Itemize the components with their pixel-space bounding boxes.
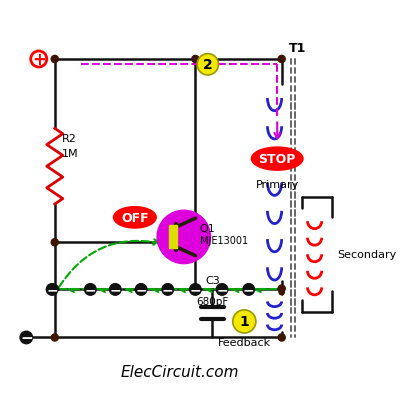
Circle shape bbox=[278, 285, 285, 292]
Circle shape bbox=[190, 284, 201, 295]
Text: −: − bbox=[135, 283, 147, 297]
Text: −: − bbox=[162, 283, 174, 297]
Circle shape bbox=[20, 331, 32, 344]
Text: OFF: OFF bbox=[121, 211, 149, 224]
FancyBboxPatch shape bbox=[169, 226, 177, 249]
Circle shape bbox=[243, 284, 254, 295]
Circle shape bbox=[278, 56, 285, 63]
Circle shape bbox=[197, 54, 218, 76]
Circle shape bbox=[84, 284, 96, 295]
Text: ElecCircuit.com: ElecCircuit.com bbox=[120, 364, 238, 379]
Circle shape bbox=[31, 52, 47, 68]
Text: Q1: Q1 bbox=[200, 223, 216, 234]
Circle shape bbox=[110, 284, 121, 295]
Text: −: − bbox=[110, 283, 121, 297]
Text: 2: 2 bbox=[203, 58, 213, 72]
Circle shape bbox=[233, 310, 256, 333]
Text: T1: T1 bbox=[289, 42, 306, 54]
Text: 680pF: 680pF bbox=[196, 296, 228, 306]
Text: Secondary: Secondary bbox=[338, 249, 397, 260]
Text: C3: C3 bbox=[205, 275, 220, 285]
Text: −: − bbox=[84, 283, 96, 297]
Circle shape bbox=[51, 285, 58, 292]
Circle shape bbox=[192, 56, 199, 63]
Circle shape bbox=[278, 334, 285, 341]
Circle shape bbox=[135, 284, 147, 295]
Text: R2: R2 bbox=[62, 133, 77, 144]
Circle shape bbox=[46, 284, 58, 295]
Ellipse shape bbox=[114, 207, 156, 229]
Circle shape bbox=[51, 239, 58, 246]
Circle shape bbox=[216, 284, 228, 295]
Text: Feedback: Feedback bbox=[218, 337, 271, 347]
Circle shape bbox=[279, 290, 284, 295]
Text: −: − bbox=[190, 283, 201, 297]
Circle shape bbox=[192, 285, 199, 292]
Text: STOP: STOP bbox=[258, 153, 296, 166]
Text: −: − bbox=[243, 283, 254, 297]
Text: −: − bbox=[216, 283, 228, 297]
Circle shape bbox=[157, 211, 210, 264]
Text: −: − bbox=[20, 330, 33, 345]
Text: 1: 1 bbox=[240, 315, 249, 329]
Text: Primary: Primary bbox=[256, 179, 299, 189]
Text: 1M: 1M bbox=[62, 148, 78, 159]
Circle shape bbox=[51, 56, 58, 63]
Ellipse shape bbox=[252, 148, 303, 171]
Circle shape bbox=[162, 284, 174, 295]
Text: −: − bbox=[46, 283, 58, 297]
Text: +: + bbox=[32, 51, 46, 69]
Circle shape bbox=[51, 334, 58, 341]
Text: MJE13001: MJE13001 bbox=[200, 236, 248, 246]
